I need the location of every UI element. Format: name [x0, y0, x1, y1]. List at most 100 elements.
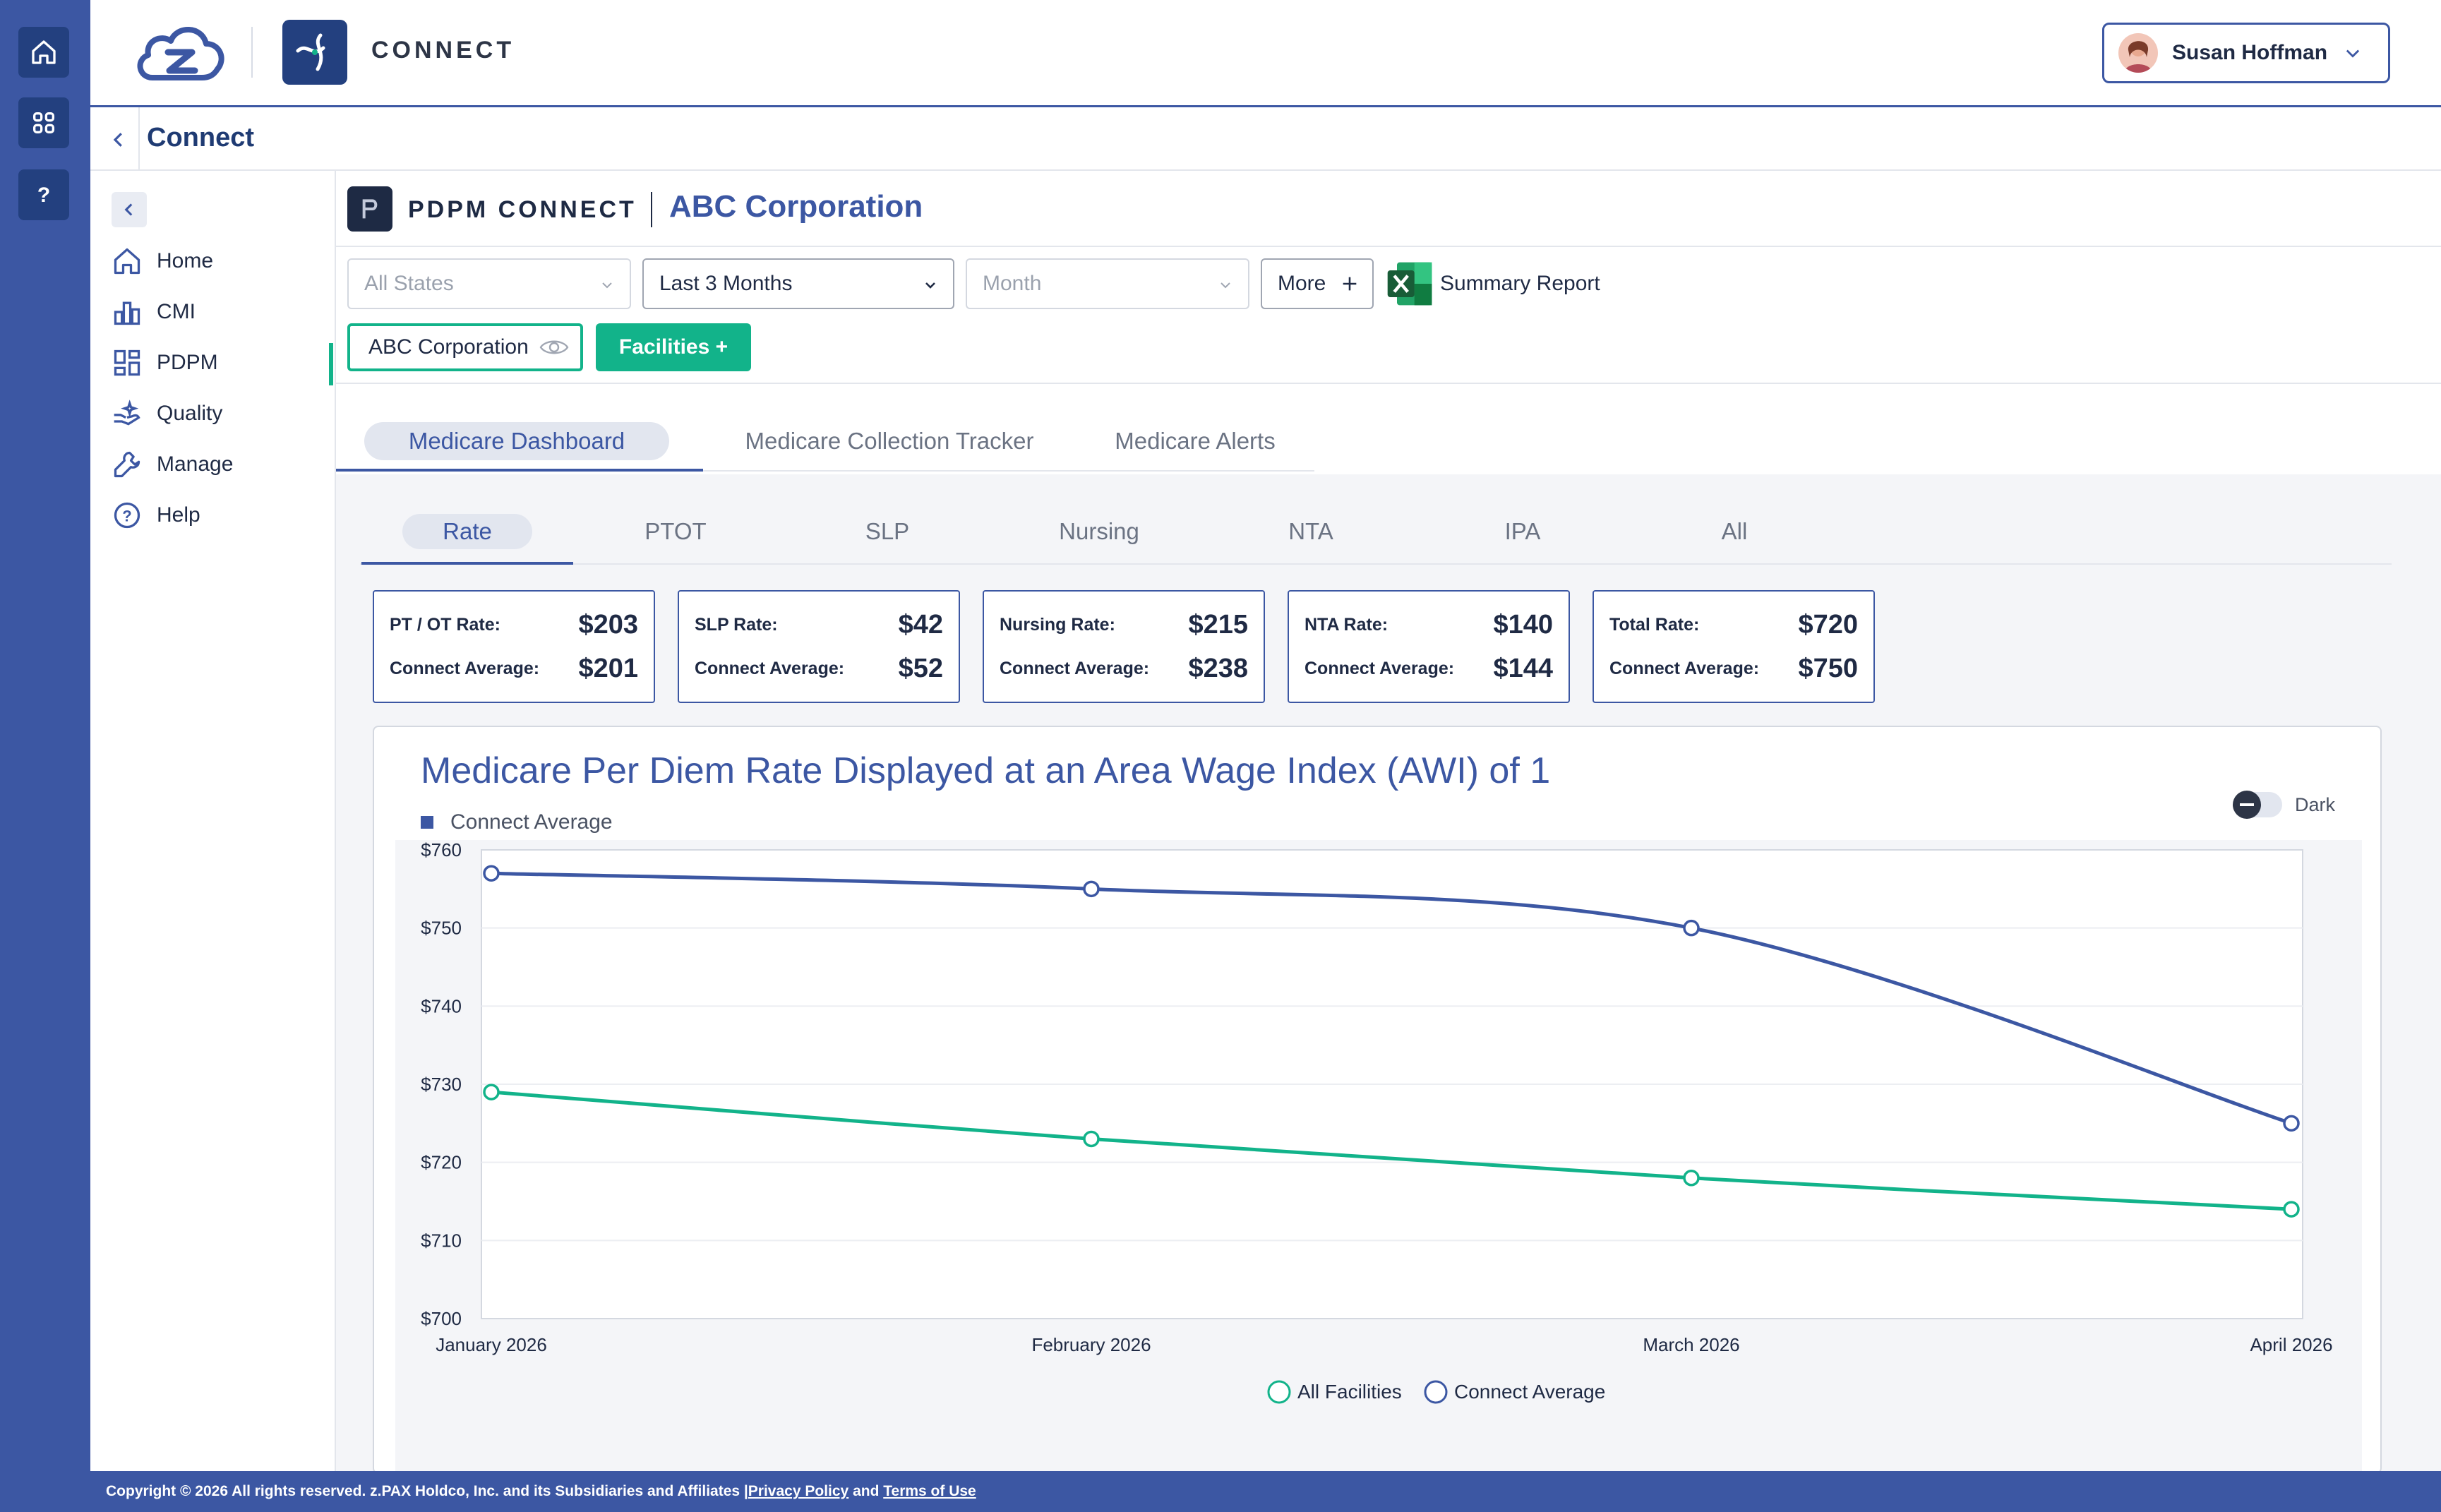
help-circle-icon: ? — [114, 502, 140, 529]
y-tick-label: $730 — [421, 1074, 462, 1095]
tab-medicare-dashboard[interactable]: Medicare Dashboard — [364, 422, 669, 460]
states-select-value: All States — [364, 272, 454, 295]
card-value: $140 — [1493, 609, 1553, 640]
subtab-nta[interactable]: NTA — [1288, 518, 1333, 544]
brand-divider — [251, 27, 253, 78]
sidebar-item-home[interactable]: Home — [112, 241, 213, 281]
chart-plot-area: $760 $750 $740 $730 $720 $710 $700 January 2026… — [395, 840, 2362, 1475]
dark-mode-toggle[interactable]: Dark — [2232, 791, 2335, 819]
sidebar-item-label: PDPM — [157, 351, 218, 374]
series-line — [491, 871, 2292, 1125]
period-select[interactable]: Last 3 Months — [642, 258, 954, 309]
sidebar-item-label: Manage — [157, 452, 234, 476]
period-select-value: Last 3 Months — [659, 272, 793, 295]
breadcrumb-divider — [138, 107, 140, 169]
y-tick-label: $710 — [421, 1230, 462, 1251]
pdpm-divider — [651, 192, 652, 227]
sidebar-item-manage[interactable]: Manage — [112, 445, 233, 484]
pdpm-header: PDPM CONNECT ABC Corporation — [336, 171, 2441, 247]
subtab-slp[interactable]: SLP — [865, 518, 910, 544]
back-arrow-icon[interactable] — [104, 126, 133, 154]
icon-rail: ? — [0, 0, 90, 1512]
footer-and: and — [848, 1483, 884, 1499]
card-average-value: $144 — [1493, 653, 1553, 683]
breadcrumb: Connect — [90, 107, 2441, 171]
chevron-left-icon — [124, 203, 133, 216]
series-line — [491, 1090, 2292, 1211]
subtab-underline — [361, 562, 573, 565]
privacy-policy-link[interactable]: Privacy Policy — [748, 1483, 849, 1499]
y-tick-label: $700 — [421, 1308, 462, 1329]
terms-of-use-link[interactable]: Terms of Use — [883, 1483, 976, 1499]
data-point — [1083, 1130, 1100, 1148]
states-select[interactable]: All States — [347, 258, 631, 309]
card-value: $42 — [898, 609, 943, 640]
data-point — [483, 865, 500, 882]
summary-report-label: Summary Report — [1440, 272, 1600, 295]
svg-text:?: ? — [122, 507, 131, 524]
card-average-label: Connect Average: — [390, 658, 540, 678]
legend-swatch — [421, 816, 433, 829]
sidebar-item-help[interactable]: ? Help — [112, 496, 200, 535]
wrench-icon — [114, 451, 140, 478]
apps-grid-icon[interactable] — [18, 97, 69, 148]
more-filters-button[interactable]: More — [1261, 258, 1374, 309]
subtab-ptot[interactable]: PTOT — [644, 518, 707, 544]
card-label: Total Rate: — [1609, 614, 1700, 635]
card-average-label: Connect Average: — [1305, 658, 1455, 678]
chevron-down-icon — [925, 282, 935, 289]
sidebar-item-label: Home — [157, 249, 214, 272]
chevron-down-icon — [1220, 282, 1230, 289]
tab-medicare-alerts[interactable]: Medicare Alerts — [1115, 428, 1276, 454]
data-point — [2283, 1115, 2300, 1132]
facilities-button[interactable]: Facilities + — [596, 323, 751, 371]
line-chart: $760 $750 $740 $730 $720 $710 $700 January 2026… — [421, 840, 2333, 1404]
legend-bottom-marker — [1424, 1380, 1448, 1404]
legend-bottom-marker — [1267, 1380, 1291, 1404]
legend-label: Connect Average — [450, 810, 613, 834]
excel-icon — [1387, 262, 1432, 306]
home-icon[interactable] — [18, 27, 69, 78]
x-tick-label: January 2026 — [436, 1334, 547, 1355]
avatar — [2118, 33, 2158, 73]
chart-title: Medicare Per Diem Rate Displayed at an A… — [421, 750, 1551, 791]
tab-medicare-collection-tracker[interactable]: Medicare Collection Tracker — [745, 428, 1034, 454]
dashboard-icon — [114, 349, 140, 376]
subtab-all[interactable]: All — [1721, 518, 1748, 544]
tab-underline — [336, 469, 703, 472]
subtab-rate[interactable]: Rate — [402, 514, 532, 549]
sidebar-item-cmi[interactable]: CMI — [112, 292, 196, 332]
y-tick-label: $740 — [421, 995, 462, 1016]
card-average-label: Connect Average: — [695, 658, 845, 678]
user-menu-button[interactable]: Susan Hoffman — [2102, 23, 2390, 83]
corporation-chip-label: ABC Corporation — [368, 335, 529, 359]
legend-bottom-label: All Facilities — [1297, 1381, 1402, 1403]
eye-icon[interactable] — [539, 337, 570, 358]
data-point — [2283, 1201, 2300, 1218]
chart-card: Medicare Per Diem Rate Displayed at an A… — [373, 726, 2382, 1475]
plus-icon — [1343, 277, 1357, 291]
subtab-ipa[interactable]: IPA — [1504, 518, 1541, 544]
data-point — [1683, 1170, 1700, 1187]
sidebar-item-pdpm[interactable]: PDPM — [112, 343, 218, 383]
toggle-switch[interactable] — [2232, 791, 2282, 819]
z-cloud-logo-icon[interactable] — [131, 16, 230, 89]
month-select[interactable]: Month — [966, 258, 1249, 309]
dark-mode-label: Dark — [2294, 793, 2335, 815]
pdpm-logo-icon — [347, 186, 392, 232]
card-average-value: $201 — [578, 653, 638, 683]
help-icon[interactable]: ? — [18, 169, 69, 220]
subtab-nursing[interactable]: Nursing — [1059, 518, 1139, 544]
sidebar-item-quality[interactable]: Quality — [112, 394, 222, 433]
summary-report-button[interactable]: Summary Report — [1384, 257, 1600, 311]
sidebar: Home CMI PDPM Quality Manage ? Help — [90, 171, 336, 1471]
corporation-chip[interactable]: ABC Corporation — [347, 323, 583, 371]
chevron-down-icon — [2346, 49, 2360, 58]
collapse-sidebar-button[interactable] — [112, 192, 147, 227]
card-average-value: $52 — [898, 653, 943, 683]
subtabs-divider — [360, 563, 2392, 565]
x-tick-label: February 2026 — [1031, 1334, 1151, 1355]
rate-card-nursing: Nursing Rate: $215 Connect Average: $238 — [983, 590, 1265, 703]
card-average-label: Connect Average: — [1609, 658, 1760, 678]
bar-chart-icon — [114, 301, 140, 325]
